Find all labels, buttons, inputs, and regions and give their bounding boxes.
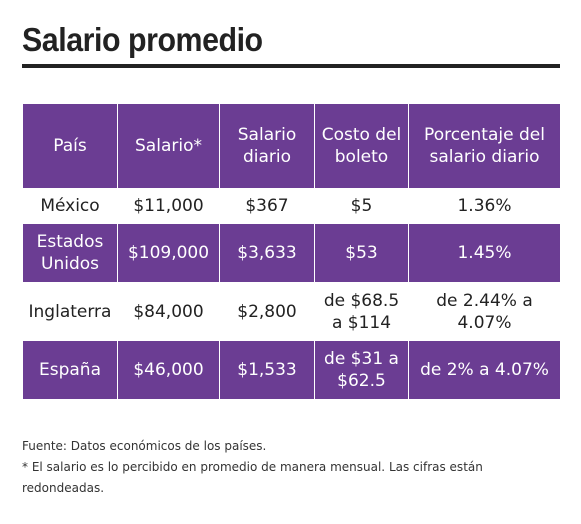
title-divider [22,64,560,68]
header-daily-salary: Salario diario [219,103,315,189]
cell-ticket-cost: $5 [314,188,409,224]
cell-percentage: de 2.44% a 4.07% [408,282,561,341]
cell-country: México [22,188,118,224]
cell-percentage: 1.36% [408,188,561,224]
cell-daily-salary: $3,633 [219,223,315,283]
header-country: País [22,103,118,189]
header-percentage: Porcentaje del salario diario [408,103,561,189]
cell-salary: $46,000 [117,340,220,400]
cell-salary: $84,000 [117,282,220,341]
cell-country: España [22,340,118,400]
table-header-row: País Salario* Salario diario Costo del b… [22,103,561,189]
cell-ticket-cost: de $31 a $62.5 [314,340,409,400]
cell-country: Inglaterra [22,282,118,341]
salary-table: País Salario* Salario diario Costo del b… [22,103,561,400]
cell-salary: $109,000 [117,223,220,283]
cell-percentage: de 2% a 4.07% [408,340,561,400]
header-salary: Salario* [117,103,220,189]
cell-salary: $11,000 [117,188,220,224]
cell-ticket-cost: $53 [314,223,409,283]
header-ticket-cost: Costo del boleto [314,103,409,189]
table-row: Inglaterra $84,000 $2,800 de $68.5 a $11… [22,282,561,341]
cell-ticket-cost: de $68.5 a $114 [314,282,409,341]
source-note: Fuente: Datos económicos de los países. [22,439,267,453]
page-title: Salario promedio [22,21,263,58]
cell-daily-salary: $1,533 [219,340,315,400]
cell-percentage: 1.45% [408,223,561,283]
cell-daily-salary: $2,800 [219,282,315,341]
cell-country: Estados Unidos [22,223,118,283]
salary-footnote: * El salario es lo percibido en promedio… [22,460,483,495]
footnotes: Fuente: Datos económicos de los países. … [22,436,552,499]
table-row: Estados Unidos $109,000 $3,633 $53 1.45% [22,223,561,283]
table-row: México $11,000 $367 $5 1.36% [22,188,561,224]
table-row: España $46,000 $1,533 de $31 a $62.5 de … [22,340,561,400]
cell-daily-salary: $367 [219,188,315,224]
